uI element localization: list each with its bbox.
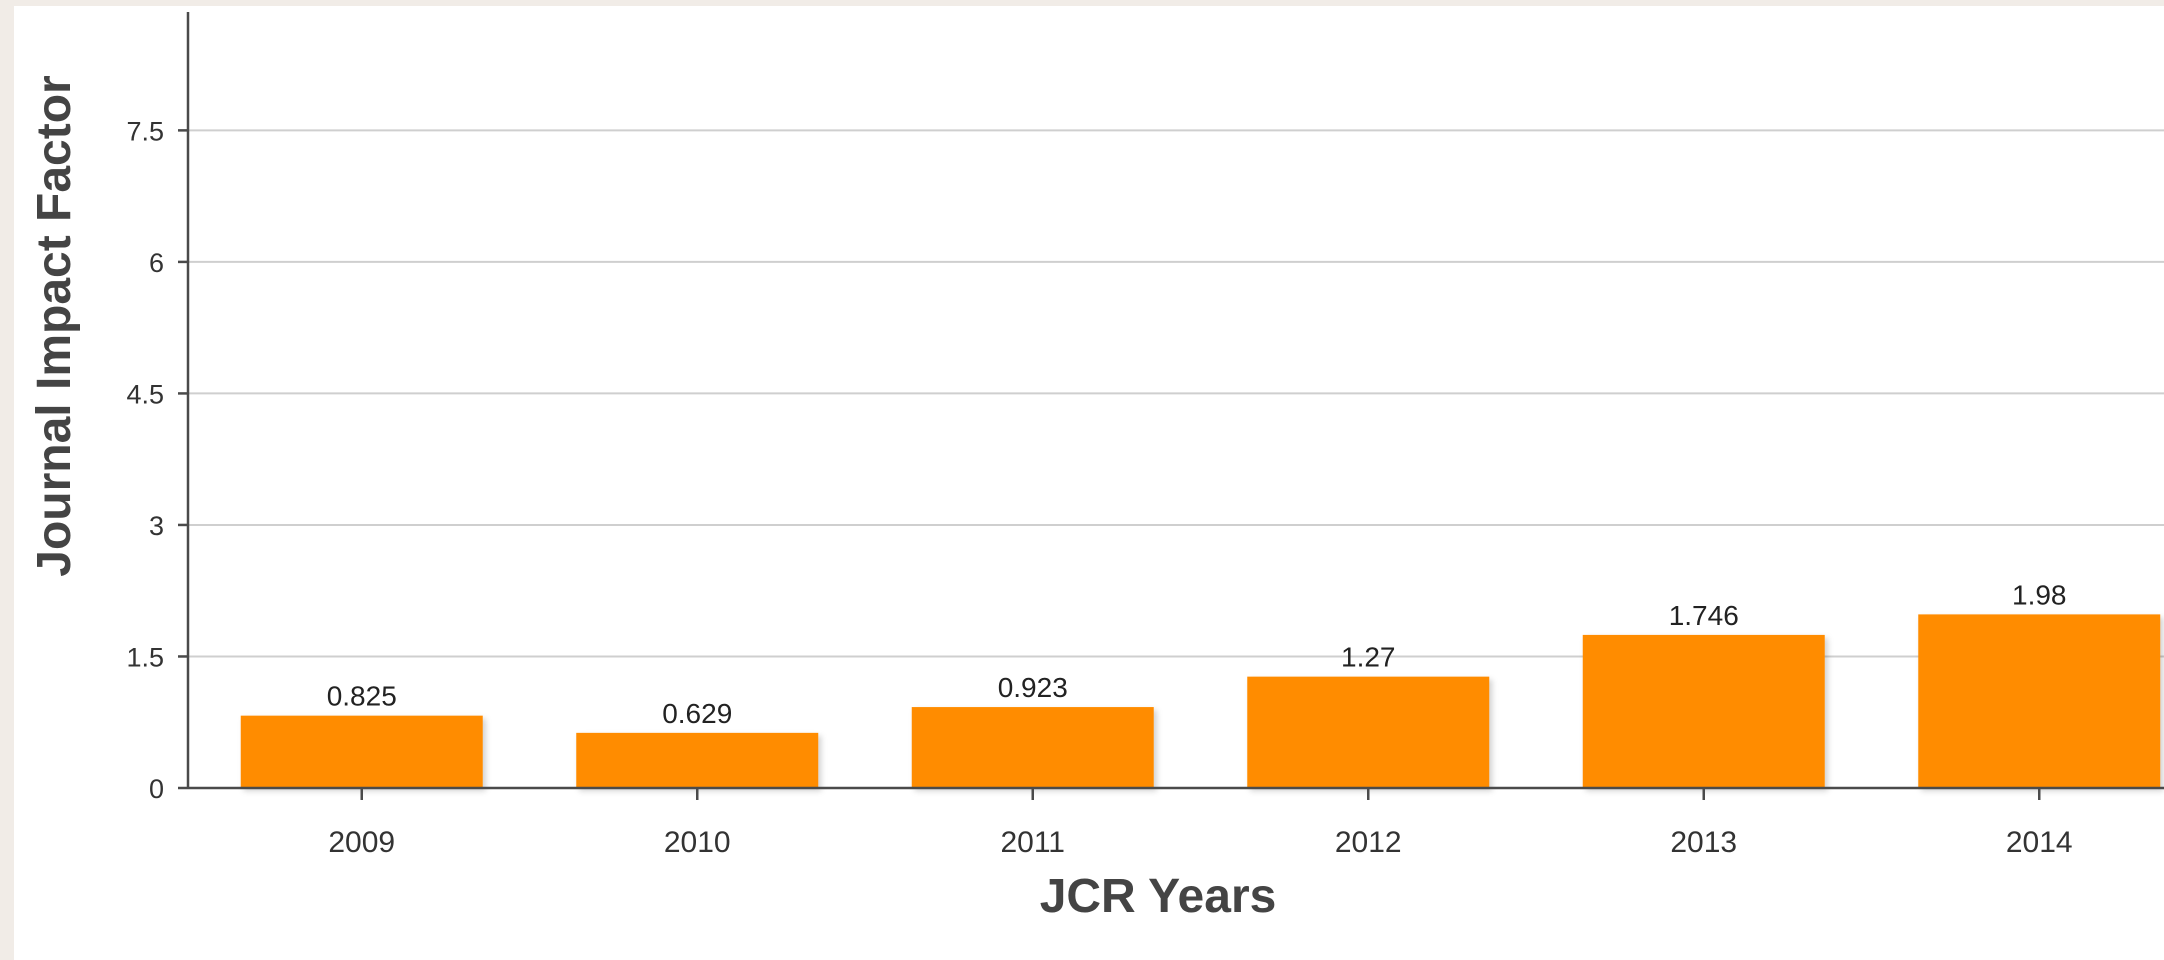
- x-tick-label-2010: 2010: [664, 826, 731, 859]
- data-label-2011: 0.923: [998, 672, 1068, 703]
- x-tick-label-2014: 2014: [2006, 826, 2073, 859]
- data-label-2014: 1.98: [2012, 579, 2067, 610]
- bar-2014: [1918, 614, 2161, 788]
- labels: 0 1.5 3 4.5 6 7.5 0.825 2009 0.629 2010 0.923 2011 1…: [126, 116, 2072, 859]
- bar-2013: [1582, 634, 1825, 788]
- y-tick-label: 3: [149, 511, 164, 541]
- x-tick-label-2012: 2012: [1335, 826, 1402, 859]
- x-axis-title: JCR Years: [1040, 870, 1277, 923]
- y-tick-label: 4.5: [126, 379, 164, 409]
- y-tick-label: 6: [149, 248, 164, 278]
- x-tick-label-2013: 2013: [1670, 826, 1737, 859]
- bar-2012: [1247, 676, 1490, 788]
- x-tick-label-2011: 2011: [1000, 826, 1065, 859]
- y-tick-label: 1.5: [126, 642, 164, 672]
- y-tick-label: 7.5: [126, 116, 164, 146]
- x-tick-label-2009: 2009: [328, 826, 395, 859]
- bar-2011: [911, 707, 1154, 788]
- gridlines: [188, 129, 2164, 658]
- bar-2009: [240, 715, 483, 788]
- data-label-2012: 1.27: [1341, 642, 1396, 673]
- y-axis-title: Journal Impact Factor: [28, 75, 81, 576]
- y-tick-label: 0: [149, 774, 164, 804]
- data-label-2009: 0.825: [327, 681, 397, 712]
- bars: [240, 614, 2161, 788]
- data-label-2013: 1.746: [1669, 600, 1739, 631]
- data-label-2010: 0.629: [662, 698, 732, 729]
- bar-2010: [576, 732, 819, 788]
- axes: [178, 12, 2164, 800]
- bar-chart: 0 1.5 3 4.5 6 7.5 0.825 2009 0.629 2010 0.923 2011 1…: [28, 12, 2164, 923]
- chart-panel: 0 1.5 3 4.5 6 7.5 0.825 2009 0.629 2010 0.923 2011 1…: [14, 6, 2164, 960]
